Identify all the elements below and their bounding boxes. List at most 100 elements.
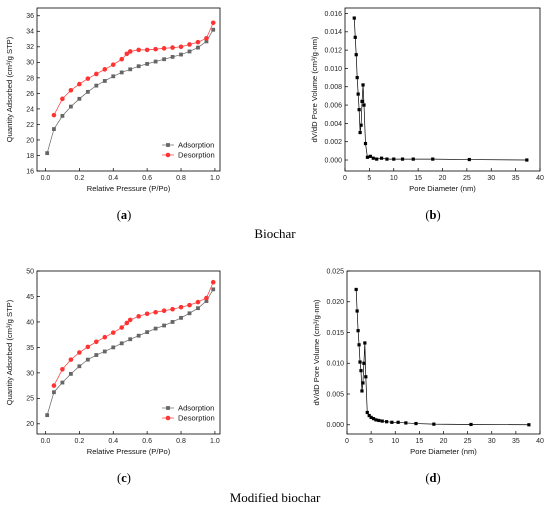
y-tick-label: 0.016 [324,11,342,18]
data-point [94,71,99,77]
panel-c-isotherm-chart: 0.0 0.2 0.4 0.6 0.8 1.0 20 25 30 35 40 45 50 Relative… [5,268,221,456]
data-point [375,157,379,161]
data-point [136,314,141,319]
data-point [187,49,192,54]
data-point [68,104,73,109]
data-point [170,55,175,59]
data-point [124,51,130,57]
y-tick-label: 0.005 [326,391,344,398]
legend-marker [166,406,170,410]
x-tick-label: 30 [488,438,496,445]
data-point [355,309,359,313]
y-tick-label: 25 [26,396,34,403]
data-point [170,320,175,324]
data-point [363,341,367,345]
y-tick-label: 26 [26,91,34,98]
y-tick-label: 30 [26,370,34,377]
data-point [178,304,184,310]
data-point [144,311,150,317]
data-point [210,279,216,285]
data-point [371,156,375,160]
data-point [85,89,90,94]
data-point [432,422,436,426]
data-point [414,421,418,426]
data-point [362,103,366,107]
data-point [359,369,363,373]
data-point [52,127,56,131]
data-point [354,287,358,292]
y-tick-label: 0.025 [326,268,344,275]
data-point [358,360,362,364]
legend-marker [166,143,170,147]
data-point [363,141,368,146]
data-point [77,96,82,101]
data-point [396,420,400,424]
x-tick-label: 35 [512,175,520,182]
series-line [53,22,214,116]
data-point [384,420,389,424]
data-point [527,423,531,427]
x-tick-label: 0.6 [142,175,152,182]
x-tick-label: 15 [414,175,422,182]
data-point [356,329,360,333]
x-tick-label: 0.4 [108,175,118,182]
y-tick-label: 32 [26,44,34,51]
x-tick-label: 40 [536,438,544,445]
data-point [352,16,356,20]
data-point [52,390,56,395]
data-point [385,157,389,161]
y-tick-label: 0.000 [324,157,342,164]
data-point [136,333,141,338]
data-point [51,383,57,388]
data-point [361,83,365,87]
data-point [145,330,150,335]
data-point [145,61,150,66]
data-point [355,75,359,80]
y-axis-label: dV/dD Pore Volume (cm³/g·nm) [312,299,321,405]
data-point [392,157,396,161]
x-tick-label: 0.2 [74,175,84,182]
data-point [178,44,184,50]
y-tick-label: 22 [26,122,34,129]
data-point [360,99,364,104]
data-point [469,422,473,427]
data-point [360,389,364,393]
series-line [53,282,214,386]
data-point [161,46,167,51]
x-tick-label: 25 [464,438,472,445]
data-point [362,361,366,365]
data-point [357,108,361,112]
x-tick-label: 10 [391,438,399,445]
legend-label: Adsorption [178,141,214,150]
x-axis-label: Relative Pressure (P/Po) [87,447,171,456]
data-point [153,326,158,331]
x-tick-label: 5 [367,175,371,182]
data-point [204,35,209,41]
y-tick-label: 20 [26,421,34,428]
y-axis-label: Quantity Adsorbed (cm³/g STP) [5,36,14,142]
x-axis-label: Pore Diameter (nm) [410,447,477,456]
data-point [110,330,116,335]
y-axis-label: Quantity Adsorbed (cm³/g STP) [5,299,14,405]
legend-marker [165,415,171,421]
data-point [525,158,529,162]
data-point [365,155,370,159]
panel-b-pore-distribution-chart: 0 5 10 15 20 25 30 35 40 0.000 0.002 0.004 0.006 0.00… [310,7,544,193]
plot-frame [344,7,541,172]
data-point [361,381,365,385]
data-point [68,87,74,93]
data-point [196,306,200,311]
data-point [374,418,378,422]
plot-frame [36,270,221,435]
panel-d-caption: (d) [425,471,440,485]
data-point [102,334,108,340]
y-tick-label: 16 [26,168,34,175]
x-tick-label: 35 [512,438,520,445]
x-tick-label: 25 [463,175,471,182]
data-point [162,323,166,328]
x-tick-label: 20 [439,175,447,182]
data-point [128,337,133,342]
data-point [170,306,175,312]
data-point [179,52,183,57]
